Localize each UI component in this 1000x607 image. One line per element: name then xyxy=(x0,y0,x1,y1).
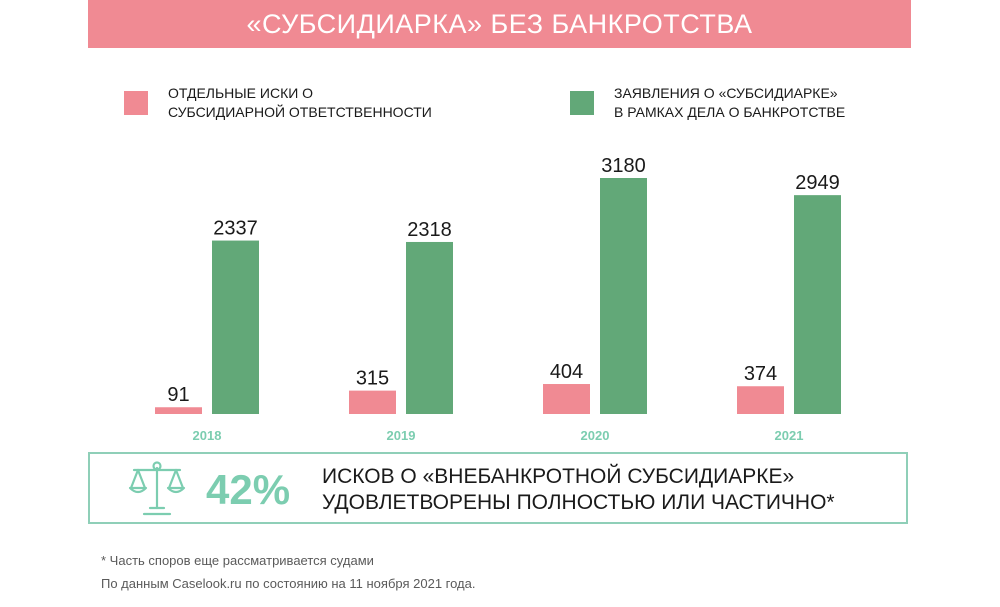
bar-2021-series-1 xyxy=(794,195,841,414)
legend-swatch-green xyxy=(570,91,594,115)
footnote-source: По данным Caselook.ru по состоянию на 11… xyxy=(101,576,476,591)
legend-label-line2: В РАМКАХ ДЕЛА О БАНКРОТСТВЕ xyxy=(614,104,846,120)
x-tick-label-2019: 2019 xyxy=(387,428,416,443)
page-title: «СУБСИДИАРКА» БЕЗ БАНКРОТСТВА xyxy=(246,8,753,39)
bar-2018-series-0 xyxy=(155,407,202,414)
data-label-2018-series-1: 2337 xyxy=(213,218,258,240)
data-label-2020-series-0: 404 xyxy=(550,361,583,383)
legend-label-bankruptcy: ЗАЯВЛЕНИЯ О «СУБСИДИАРКЕ» В РАМКАХ ДЕЛА … xyxy=(614,84,845,122)
bar-2018-series-1 xyxy=(212,240,259,414)
scales-icon xyxy=(128,461,186,516)
data-label-2020-series-1: 3180 xyxy=(601,155,646,177)
footnote-note: * Часть споров еще рассматривается судам… xyxy=(101,553,374,568)
legend-swatch-pink xyxy=(124,91,148,115)
legend-label-lawsuits: ОТДЕЛЬНЫЕ ИСКИ О СУБСИДИАРНОЙ ОТВЕТСТВЕН… xyxy=(168,84,432,122)
bar-2019-series-1 xyxy=(406,241,453,414)
x-tick-label-2021: 2021 xyxy=(775,428,804,443)
bar-chart: 91 2337 2018 315 2318 2019 404 3180 2020 374 2949 2… xyxy=(155,155,841,443)
legend-item-bankruptcy: ЗАЯВЛЕНИЯ О «СУБСИДИАРКЕ» В РАМКАХ ДЕЛА … xyxy=(570,84,845,122)
legend-label-line1: ОТДЕЛЬНЫЕ ИСКИ О xyxy=(168,85,314,101)
bar-2020-series-0 xyxy=(543,384,590,414)
stat-callout: 42% ИСКОВ О «ВНЕБАНКРОТНОЙ СУБСИДИАРКЕ» … xyxy=(88,452,908,524)
callout-percent: 42% xyxy=(206,466,291,513)
legend-label-line1: ЗАЯВЛЕНИЯ О «СУБСИДИАРКЕ» xyxy=(614,85,838,101)
data-label-2021-series-0: 374 xyxy=(744,363,777,385)
callout-line2: УДОВЛЕТВОРЕНЫ ПОЛНОСТЬЮ ИЛИ ЧАСТИЧНО* xyxy=(322,491,835,514)
bar-2021-series-0 xyxy=(737,386,784,414)
x-tick-label-2020: 2020 xyxy=(581,428,610,443)
legend-item-lawsuits: ОТДЕЛЬНЫЕ ИСКИ О СУБСИДИАРНОЙ ОТВЕТСТВЕН… xyxy=(124,84,432,122)
data-label-2019-series-0: 315 xyxy=(356,368,389,390)
data-label-2018-series-0: 91 xyxy=(167,384,189,406)
x-tick-label-2018: 2018 xyxy=(193,428,222,443)
callout-line1: ИСКОВ О «ВНЕБАНКРОТНОЙ СУБСИДИАРКЕ» xyxy=(322,465,795,488)
data-label-2021-series-1: 2949 xyxy=(795,172,840,194)
legend-label-line2: СУБСИДИАРНОЙ ОТВЕТСТВЕННОСТИ xyxy=(168,104,432,120)
title-banner: «СУБСИДИАРКА» БЕЗ БАНКРОТСТВА xyxy=(88,0,911,48)
callout-text: ИСКОВ О «ВНЕБАНКРОТНОЙ СУБСИДИАРКЕ» УДОВ… xyxy=(322,464,835,516)
data-label-2019-series-1: 2318 xyxy=(407,219,452,241)
bar-2019-series-0 xyxy=(349,390,396,414)
bar-2020-series-1 xyxy=(600,178,647,414)
